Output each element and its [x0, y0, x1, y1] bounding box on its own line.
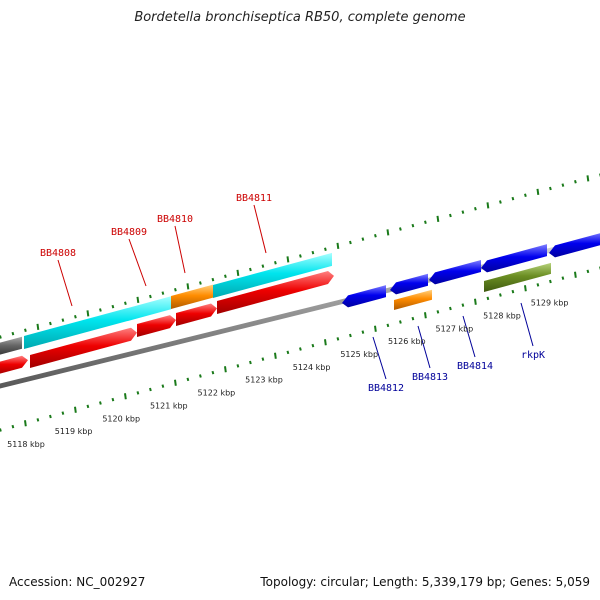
scale-tick-label: 5129 kbp [531, 299, 569, 308]
forward-gene-label[interactable]: BB4811 [236, 193, 272, 204]
forward-gene-label[interactable]: BB4809 [111, 227, 147, 238]
reverse-gene-leader [462, 315, 476, 358]
genome-summary: Topology: circular; Length: 5,339,179 bp… [260, 575, 590, 589]
gene-arrow-blue-bb4813[interactable] [390, 273, 428, 295]
gene-arrow-blue-bb4814[interactable] [429, 259, 481, 285]
forward-gene-label[interactable]: BB4808 [40, 248, 76, 259]
gene-block-dark[interactable] [0, 336, 22, 356]
gene-arrow-red-0[interactable] [0, 355, 28, 375]
scale-tick-label: 5128 kbp [483, 311, 521, 320]
gene-arrow-red-bb4808[interactable] [30, 327, 137, 368]
upper-tick-track [0, 173, 600, 339]
reverse-gene-label[interactable]: rkpK [521, 350, 545, 361]
gene-arrow-blue-bb4812[interactable] [342, 285, 386, 308]
forward-gene-leader [57, 259, 73, 307]
map-title: Bordetella bronchiseptica RB50, complete… [134, 10, 466, 25]
reverse-gene-label[interactable]: BB4814 [457, 361, 493, 372]
gene-block-green[interactable] [484, 262, 551, 292]
scale-tick-label: 5122 kbp [198, 389, 236, 398]
reverse-gene-label[interactable]: BB4813 [412, 372, 448, 383]
reverse-gene-label[interactable]: BB4812 [368, 383, 404, 394]
scale-tick-label: 5121 kbp [150, 401, 188, 410]
gene-arrow-red-bb4810[interactable] [176, 303, 217, 326]
gene-arrow-red-bb4809[interactable] [137, 315, 176, 337]
gene-block-cyan-1[interactable] [24, 296, 171, 349]
forward-gene-leader [253, 204, 267, 254]
scale-tick-label: 5123 kbp [245, 376, 283, 385]
gene-arrow-blue-rkpk[interactable] [481, 244, 547, 273]
reverse-gene-leader [417, 325, 431, 369]
lower-tick-track [0, 266, 600, 432]
forward-gene-label[interactable]: BB4810 [157, 214, 193, 225]
gene-arrow-blue-next[interactable] [549, 232, 600, 258]
accession-label: Accession: NC_002927 [9, 575, 146, 589]
scale-tick-label: 5118 kbp [7, 440, 45, 449]
scale-tick-label: 5127 kbp [436, 324, 474, 333]
scale-tick-label: 5124 kbp [293, 363, 331, 372]
scale-tick-label: 5126 kbp [388, 337, 426, 346]
forward-gene-leader [128, 238, 147, 287]
forward-gene-leader [174, 225, 186, 274]
reverse-gene-leader [520, 302, 534, 347]
scale-tick-label: 5119 kbp [55, 427, 93, 436]
scale-tick-label: 5120 kbp [102, 414, 140, 423]
gene-block-cyan-2[interactable] [213, 252, 332, 298]
gene-block-orange-lower[interactable] [394, 289, 432, 310]
gene-arrow-red-bb4811[interactable] [217, 271, 334, 314]
reverse-gene-leader [372, 336, 387, 380]
gene-block-orange[interactable] [171, 284, 213, 309]
scale-tick-label: 5125 kbp [340, 350, 378, 359]
